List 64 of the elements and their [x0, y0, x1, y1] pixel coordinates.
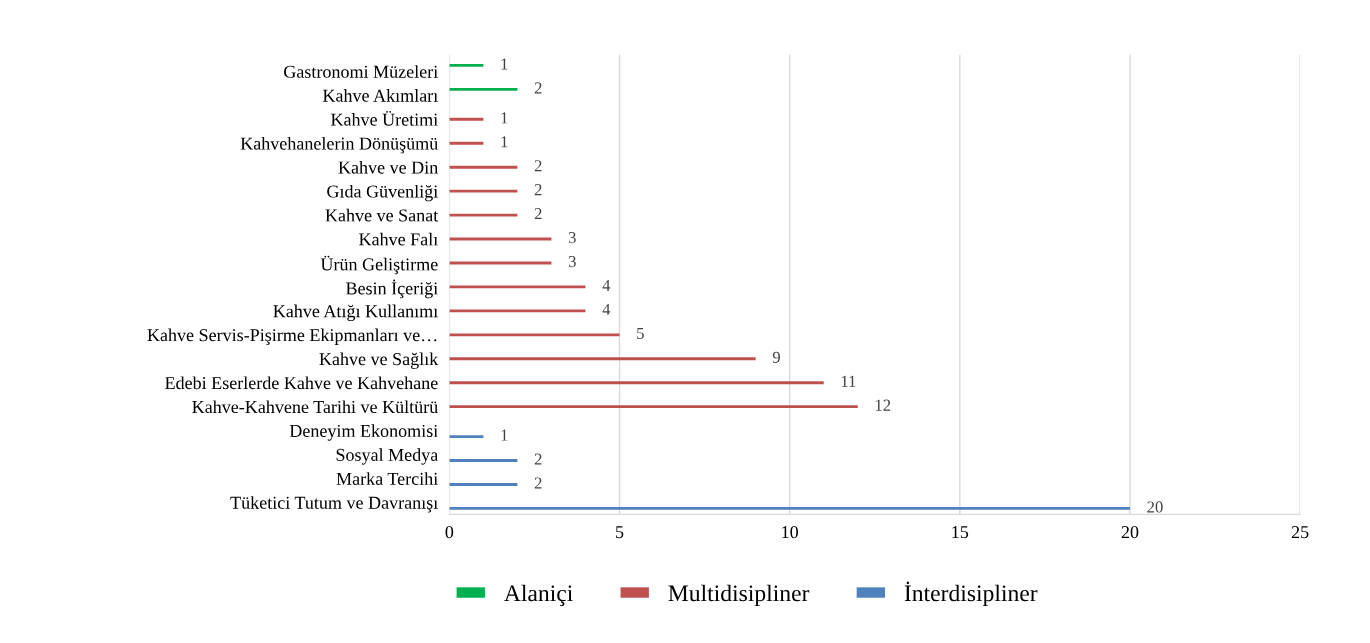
legend-label: Multidisipliner — [668, 584, 810, 607]
y-tick-label: Kahve-Kahvene Tarihi ve Kültürü — [192, 400, 438, 414]
data-label: 1 — [501, 58, 508, 70]
y-tick-label: Kahve Falı — [359, 232, 438, 246]
data-label: 2 — [534, 477, 542, 489]
y-tick-label: Kahve ve Sağlık — [319, 352, 439, 369]
data-label: 4 — [602, 279, 611, 291]
y-tick-label: Tüketici Tutum ve Davranışı — [230, 496, 438, 513]
bar — [449, 189, 518, 193]
y-tick-label: Kahve Atığı Kullanımı — [273, 304, 438, 322]
y-tick-label: Gastronomi Müzeleri — [284, 65, 438, 78]
y-tick-label: Kahve Üretimi — [330, 110, 438, 126]
bar — [449, 63, 484, 67]
data-label: 3 — [568, 255, 576, 268]
data-label: 2 — [534, 453, 542, 465]
x-tick-label: 5 — [616, 526, 624, 539]
y-tick-label: Gıda Güvenliği — [327, 184, 438, 202]
bar — [449, 309, 586, 313]
y-tick-label: Kahve ve Din — [338, 160, 438, 174]
y-tick-label: Edebi Eserlerde Kahve ve Kahvehane — [165, 376, 438, 390]
y-tick-label: Kahve Servis-Pişirme Ekipmanları ve… — [147, 328, 437, 345]
y-tick-label: Kahvehanelerin Dönüşümü — [240, 136, 438, 154]
data-label: 2 — [534, 82, 542, 94]
y-tick-label: Kahve Akımları — [322, 89, 438, 102]
legend-label: İnterdisipliner — [904, 581, 1038, 607]
bar — [449, 435, 484, 439]
bar — [449, 506, 1130, 510]
data-label: 2 — [534, 184, 542, 196]
bar — [449, 459, 518, 462]
data-label: 1 — [501, 429, 508, 441]
bar — [449, 285, 586, 289]
y-tick-label: Kahve ve Sanat — [325, 208, 439, 222]
y-tick-label: Deneyim Ekonomisi — [289, 424, 438, 441]
x-tick-label: 0 — [445, 526, 454, 539]
data-label: 2 — [534, 160, 542, 172]
data-label: 11 — [841, 375, 856, 387]
bar — [449, 405, 858, 409]
y-tick-label: Besin İçeriği — [346, 279, 438, 299]
bar — [449, 87, 518, 91]
bar — [449, 117, 484, 121]
data-label: 20 — [1147, 501, 1163, 513]
legend-label: Alaniçi — [504, 584, 573, 607]
data-label: 4 — [602, 303, 611, 315]
bar — [449, 333, 620, 337]
x-tick-label: 25 — [1291, 526, 1309, 539]
data-label: 12 — [875, 399, 891, 411]
data-label: 3 — [568, 232, 576, 244]
bar — [449, 483, 518, 486]
y-tick-label: Ürün Geliştirme — [320, 255, 438, 275]
data-label: 5 — [637, 327, 644, 339]
bar — [449, 165, 518, 169]
data-label: 1 — [501, 112, 508, 124]
bar — [449, 141, 484, 145]
bar — [449, 357, 756, 361]
bar — [449, 213, 518, 217]
data-label: 9 — [772, 351, 780, 363]
data-label: 1 — [501, 136, 508, 148]
x-tick-label: 10 — [782, 526, 799, 539]
data-label: 2 — [534, 208, 542, 220]
bar — [449, 381, 824, 385]
x-tick-label: 20 — [1121, 526, 1139, 539]
y-tick-label: Sosyal Medya — [336, 448, 438, 465]
y-tick-label: Marka Tercihi — [336, 472, 438, 485]
x-tick-label: 15 — [952, 526, 969, 539]
